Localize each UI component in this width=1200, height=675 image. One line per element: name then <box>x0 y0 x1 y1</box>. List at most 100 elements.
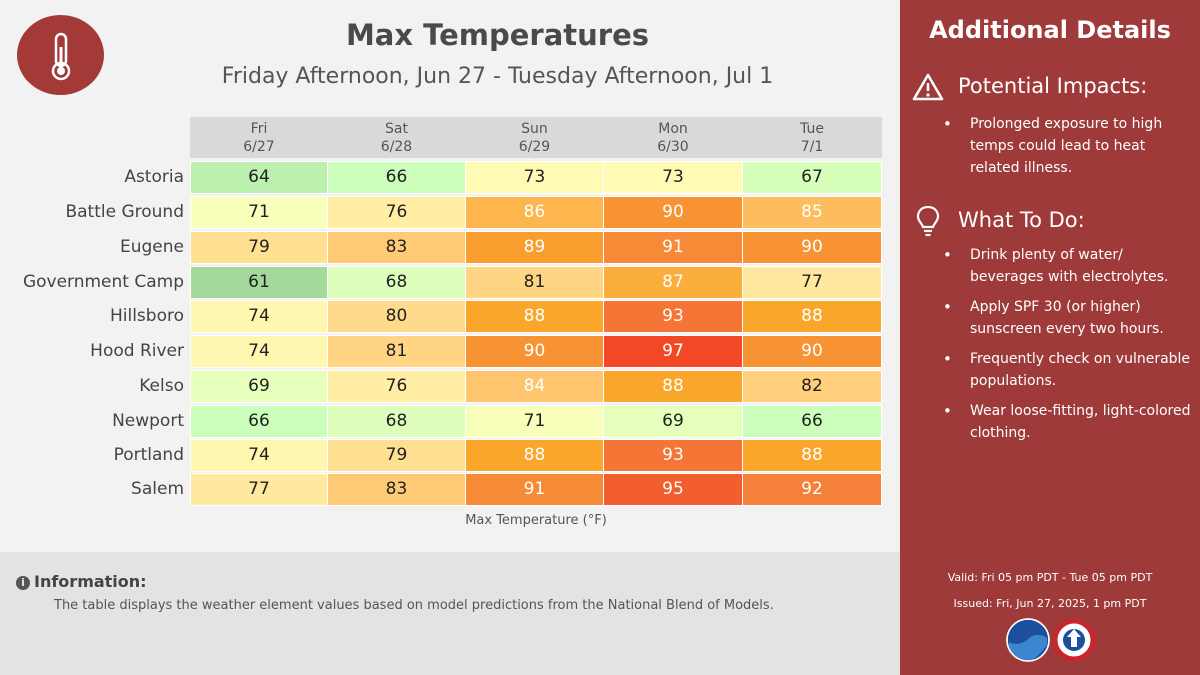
info-heading-text: Information: <box>34 572 147 591</box>
column-date: 6/28 <box>380 139 413 155</box>
heatmap-cell: 91 <box>465 473 604 506</box>
bullet-item: Apply SPF 30 (or higher) sunscreen every… <box>943 296 1192 340</box>
heatmap-cell: 68 <box>327 266 466 299</box>
heatmap-cell: 88 <box>465 300 604 333</box>
heatmap-cell: 88 <box>465 439 604 472</box>
bullet-item: Frequently check on vulnerable populatio… <box>943 348 1192 392</box>
column-header-sat: Sat 6/28 <box>327 117 466 158</box>
heatmap-cell: 81 <box>465 266 604 299</box>
todo-heading: What To Do: <box>958 208 1085 232</box>
row-label: Government Camp <box>22 272 184 292</box>
row-label: Kelso <box>139 376 184 396</box>
heatmap-cell: 77 <box>190 473 328 506</box>
heatmap-cell: 76 <box>327 370 466 403</box>
heatmap-cell: 61 <box>190 266 328 299</box>
heatmap-cell: 73 <box>603 161 743 194</box>
column-header-mon: Mon 6/30 <box>603 117 743 158</box>
column-date: 7/1 <box>800 139 824 155</box>
sidebar-title: Additional Details <box>929 16 1171 44</box>
heatmap-cell: 81 <box>327 335 466 368</box>
heatmap-cell: 66 <box>327 161 466 194</box>
legend-label: Max Temperature (°F) <box>465 513 607 528</box>
heatmap-cell: 83 <box>327 231 466 264</box>
row-label: Eugene <box>120 237 184 257</box>
heatmap-cell: 88 <box>742 439 882 472</box>
heatmap-cell: 79 <box>327 439 466 472</box>
row-label: Salem <box>131 479 184 499</box>
heatmap-cell: 90 <box>465 335 604 368</box>
thermometer-icon <box>51 32 71 81</box>
heatmap-cell: 89 <box>465 231 604 264</box>
heatmap-cell: 73 <box>465 161 604 194</box>
row-label: Battle Ground <box>65 202 184 222</box>
heatmap-cell: 90 <box>742 231 882 264</box>
heatmap-cell: 88 <box>742 300 882 333</box>
heatmap-cell: 69 <box>190 370 328 403</box>
column-header-sun: Sun 6/29 <box>465 117 604 158</box>
agency-logos <box>1006 618 1096 662</box>
bullet-item: Prolonged exposure to high temps could l… <box>943 113 1192 179</box>
column-day: Tue <box>800 121 824 137</box>
heatmap-cell: 66 <box>742 405 882 438</box>
row-label: Newport <box>112 411 184 431</box>
main-panel: Max Temperatures Friday Afternoon, Jun 2… <box>17 15 882 528</box>
heatmap-cell: 85 <box>742 196 882 229</box>
column-day: Sun <box>521 121 548 137</box>
impacts-heading: Potential Impacts: <box>958 74 1148 98</box>
heatmap-cell: 64 <box>190 161 328 194</box>
heatmap-cell: 71 <box>190 196 328 229</box>
heatmap-cell: 91 <box>603 231 743 264</box>
column-day: Sat <box>385 121 408 137</box>
additional-details-sidebar: Additional Details Potential Impacts: Pr… <box>900 0 1200 675</box>
heatmap-cell: 69 <box>603 405 743 438</box>
heatmap-cell: 67 <box>742 161 882 194</box>
heatmap-cell: 93 <box>603 439 743 472</box>
heatmap-cell: 97 <box>603 335 743 368</box>
heatmap-cell: 90 <box>742 335 882 368</box>
noaa-logo <box>1006 618 1050 662</box>
column-day: Mon <box>658 121 688 137</box>
valid-time: Valid: Fri 05 pm PDT - Tue 05 pm PDT <box>947 571 1153 584</box>
heatmap-cell: 79 <box>190 231 328 264</box>
heatmap-cell: 74 <box>190 439 328 472</box>
column-date: 6/30 <box>657 139 689 155</box>
todo-list: Drink plenty of water/ beverages with el… <box>943 244 1192 452</box>
thermometer-badge <box>17 15 104 95</box>
heatmap-cell: 93 <box>603 300 743 333</box>
column-header-tue: Tue 7/1 <box>742 117 882 158</box>
heatmap-cell: 74 <box>190 335 328 368</box>
heatmap-cell: 84 <box>465 370 604 403</box>
impacts-list: Prolonged exposure to high temps could l… <box>943 113 1192 187</box>
bullet-item: Wear loose-fitting, light-colored clothi… <box>943 400 1192 444</box>
info-heading: i Information: <box>16 572 147 591</box>
column-day: Fri <box>250 121 268 137</box>
info-text: The table displays the weather element v… <box>54 598 774 613</box>
heatmap-cell: 83 <box>327 473 466 506</box>
row-label: Astoria <box>124 167 184 187</box>
heatmap-cell: 66 <box>190 405 328 438</box>
heatmap-cell: 77 <box>742 266 882 299</box>
info-icon: i <box>16 576 30 590</box>
info-panel <box>0 552 900 675</box>
page-title: Max Temperatures <box>345 18 650 52</box>
heatmap-cell: 92 <box>742 473 882 506</box>
heatmap-cell: 86 <box>465 196 604 229</box>
heatmap-cell: 80 <box>327 300 466 333</box>
heatmap-cell: 90 <box>603 196 743 229</box>
row-label: Hillsboro <box>109 306 184 326</box>
heatmap-cell: 82 <box>742 370 882 403</box>
heatmap-cell: 74 <box>190 300 328 333</box>
row-label: Hood River <box>90 341 184 361</box>
heatmap-cell: 95 <box>603 473 743 506</box>
heatmap-cell: 76 <box>327 196 466 229</box>
nws-logo <box>1052 618 1096 662</box>
column-header-fri: Fri 6/27 <box>190 117 328 158</box>
heatmap-cell: 88 <box>603 370 743 403</box>
column-date: 6/27 <box>243 139 275 155</box>
heatmap-cell: 68 <box>327 405 466 438</box>
column-date: 6/29 <box>518 139 551 155</box>
page-subtitle: Friday Afternoon, Jun 27 - Tuesday After… <box>221 64 774 89</box>
bullet-item: Drink plenty of water/ beverages with el… <box>943 244 1192 288</box>
row-label: Portland <box>113 445 184 465</box>
warning-icon <box>912 73 944 101</box>
